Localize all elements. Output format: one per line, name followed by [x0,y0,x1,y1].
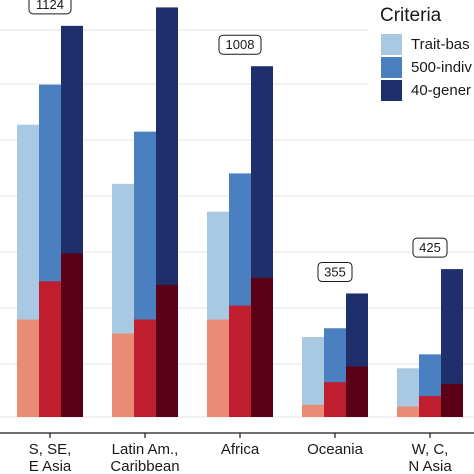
x-tick-label: Africa [221,441,260,458]
bar-total [302,336,324,417]
data-label-box [317,261,353,282]
x-tick-label: S, SE, [29,441,72,458]
legend-title: Criteria [380,5,442,26]
bar-threatened [61,253,83,417]
bar-threatened [397,406,419,417]
data-label-box [28,0,72,15]
legend-label: Trait-bas [411,36,470,53]
data-label: 355 [324,264,346,279]
bar-threatened [346,366,368,417]
bar-threatened [251,277,273,417]
legend-swatch [381,80,402,101]
x-tick-label: Latin Am., [112,441,179,458]
x-tick-label: N Asia [408,458,452,474]
x-tick-label: Oceania [307,441,364,458]
data-label-box [412,237,448,258]
legend-swatch [381,57,402,78]
data-label: 425 [419,240,441,255]
bar-threatened [39,281,61,417]
bar-threatened [134,319,156,417]
bar-threatened [156,284,178,417]
bar-threatened [229,305,251,417]
bar-total [397,368,419,417]
bar-total [441,269,463,417]
data-label: 1008 [226,37,255,52]
legend-label: 40-gener [411,82,471,99]
bars [17,7,463,418]
data-label-box [218,34,262,55]
x-axis: S, SE,E Asia Latin Am.,Caribbean Africa Oce… [0,432,474,474]
bar-threatened [419,396,441,417]
data-label: 1124 [36,0,64,12]
legend-label: 500-indiv [411,59,472,76]
data-labels: 1124117710083554252991 [28,0,448,282]
bar-threatened [441,383,463,417]
bar-threatened [302,404,324,417]
bar-threatened [207,319,229,417]
x-tick-label: W, C, [412,441,449,458]
x-tick-label: E Asia [29,458,72,474]
bar-threatened [112,333,134,417]
bar-threatened [324,382,346,417]
bar-threatened [17,319,39,417]
x-tick-label: Caribbean [110,458,179,474]
legend: Criteria Trait-bas 500-indiv 40-gener [368,0,474,128]
legend-swatch [381,34,402,55]
